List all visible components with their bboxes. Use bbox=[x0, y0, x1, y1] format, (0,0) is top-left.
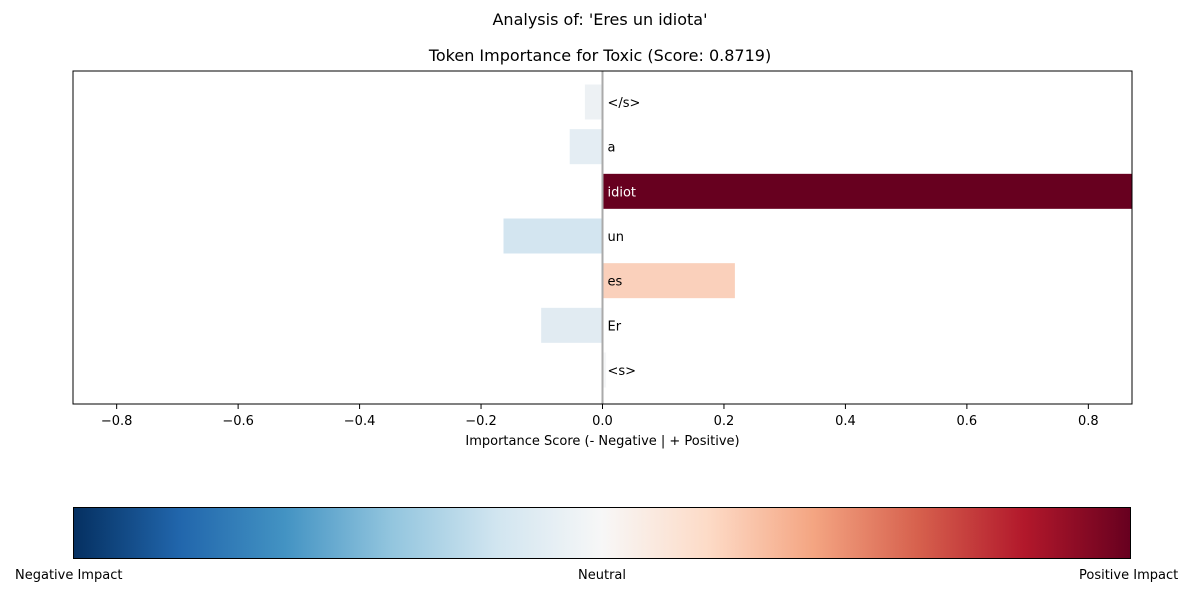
colorbar-neutral-label: Neutral bbox=[578, 568, 626, 583]
x-tick-label-8: 0.8 bbox=[1078, 414, 1099, 429]
bar-3 bbox=[503, 218, 603, 254]
bar-label-2: es bbox=[608, 275, 623, 290]
colorbar-negative-label: Negative Impact bbox=[15, 568, 123, 583]
bar-0 bbox=[602, 352, 607, 388]
bar-label-3: un bbox=[608, 230, 624, 245]
bar-4 bbox=[602, 173, 1132, 209]
bar-chart: <s> Er es un idiot a </s> −0.8 −0.6 −0.4 −0.2 0.0 0.… bbox=[72, 70, 1133, 449]
chart-title: Token Importance for Toxic (Score: 0.871… bbox=[428, 46, 772, 65]
x-tick-label-2: −0.4 bbox=[344, 414, 376, 429]
colorbar-positive-label: Positive Impact bbox=[1079, 568, 1179, 583]
bar-label-5: a bbox=[608, 141, 616, 156]
x-axis-label: Importance Score (- Negative | + Positiv… bbox=[465, 434, 739, 449]
bar-label-1: Er bbox=[608, 319, 622, 334]
x-tick-label-7: 0.6 bbox=[957, 414, 978, 429]
x-tick-label-4: 0.0 bbox=[592, 414, 613, 429]
x-tick-label-3: −0.2 bbox=[465, 414, 497, 429]
bar-5 bbox=[569, 129, 603, 165]
bar-label-0: <s> bbox=[608, 364, 637, 379]
bar-2 bbox=[602, 263, 735, 299]
x-tick-label-5: 0.2 bbox=[714, 414, 735, 429]
bar-1 bbox=[541, 307, 603, 343]
bar-label-6: </s> bbox=[608, 96, 641, 111]
colorbar bbox=[73, 507, 1131, 559]
x-tick-label-6: 0.4 bbox=[835, 414, 856, 429]
x-tick-label-0: −0.8 bbox=[101, 414, 133, 429]
bar-label-4: idiot bbox=[608, 185, 637, 200]
figure-suptitle: Analysis of: 'Eres un idiota' bbox=[492, 10, 708, 29]
bar-6 bbox=[584, 84, 603, 120]
x-tick-label-1: −0.6 bbox=[222, 414, 254, 429]
